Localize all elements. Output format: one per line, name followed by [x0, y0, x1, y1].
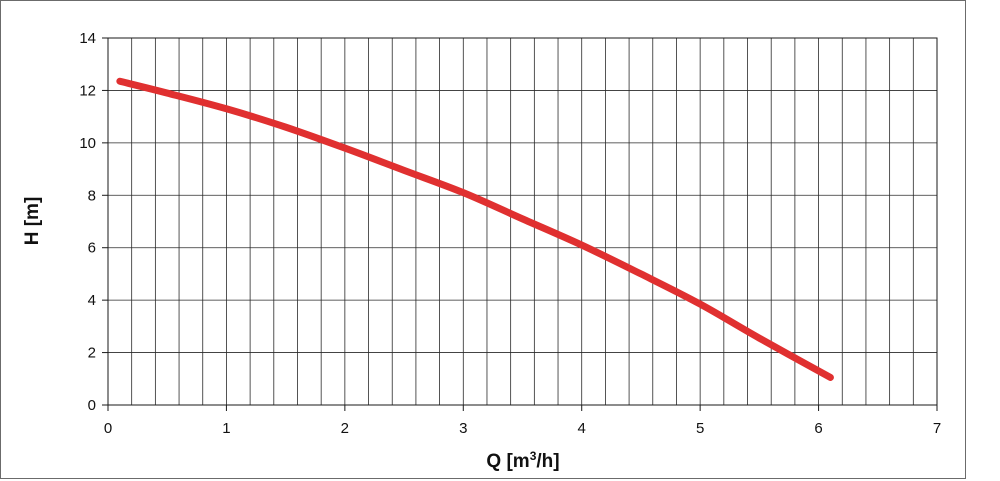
y-axis: 0 2 4 6 8 10 12 14	[79, 30, 108, 414]
grid	[108, 38, 937, 405]
x-tick-label: 0	[104, 420, 112, 437]
y-axis-title: H [m]	[22, 197, 43, 246]
x-axis-title-sup: 3	[530, 449, 537, 463]
y-tick-label: 12	[79, 82, 96, 99]
series-group	[116, 77, 834, 381]
y-tick-label: 14	[79, 30, 96, 47]
x-axis-title: Q [m3/h]	[486, 449, 559, 472]
y-tick-label: 10	[79, 135, 96, 152]
x-axis-title-pre: Q [m	[486, 451, 529, 472]
x-tick-label: 1	[222, 420, 230, 437]
plot-area	[107, 37, 938, 406]
x-axis-title-post: /h]	[536, 451, 559, 472]
x-tick-label: 4	[578, 420, 586, 437]
x-tick-label: 7	[933, 420, 941, 437]
x-tick-label: 2	[341, 420, 349, 437]
y-tick-label: 4	[88, 292, 96, 309]
x-tick-label: 5	[696, 420, 704, 437]
x-tick-label: 6	[814, 420, 822, 437]
y-tick-label: 8	[88, 187, 96, 204]
y-tick-label: 0	[88, 397, 96, 414]
series-line	[116, 77, 834, 381]
plot-border	[107, 37, 938, 406]
x-axis: 0 1 2 3 4 5 6 7	[104, 405, 941, 437]
y-tick-label: 2	[88, 345, 96, 362]
chart-frame	[0, 0, 966, 479]
x-tick-label: 3	[459, 420, 467, 437]
y-tick-label: 6	[88, 240, 96, 257]
